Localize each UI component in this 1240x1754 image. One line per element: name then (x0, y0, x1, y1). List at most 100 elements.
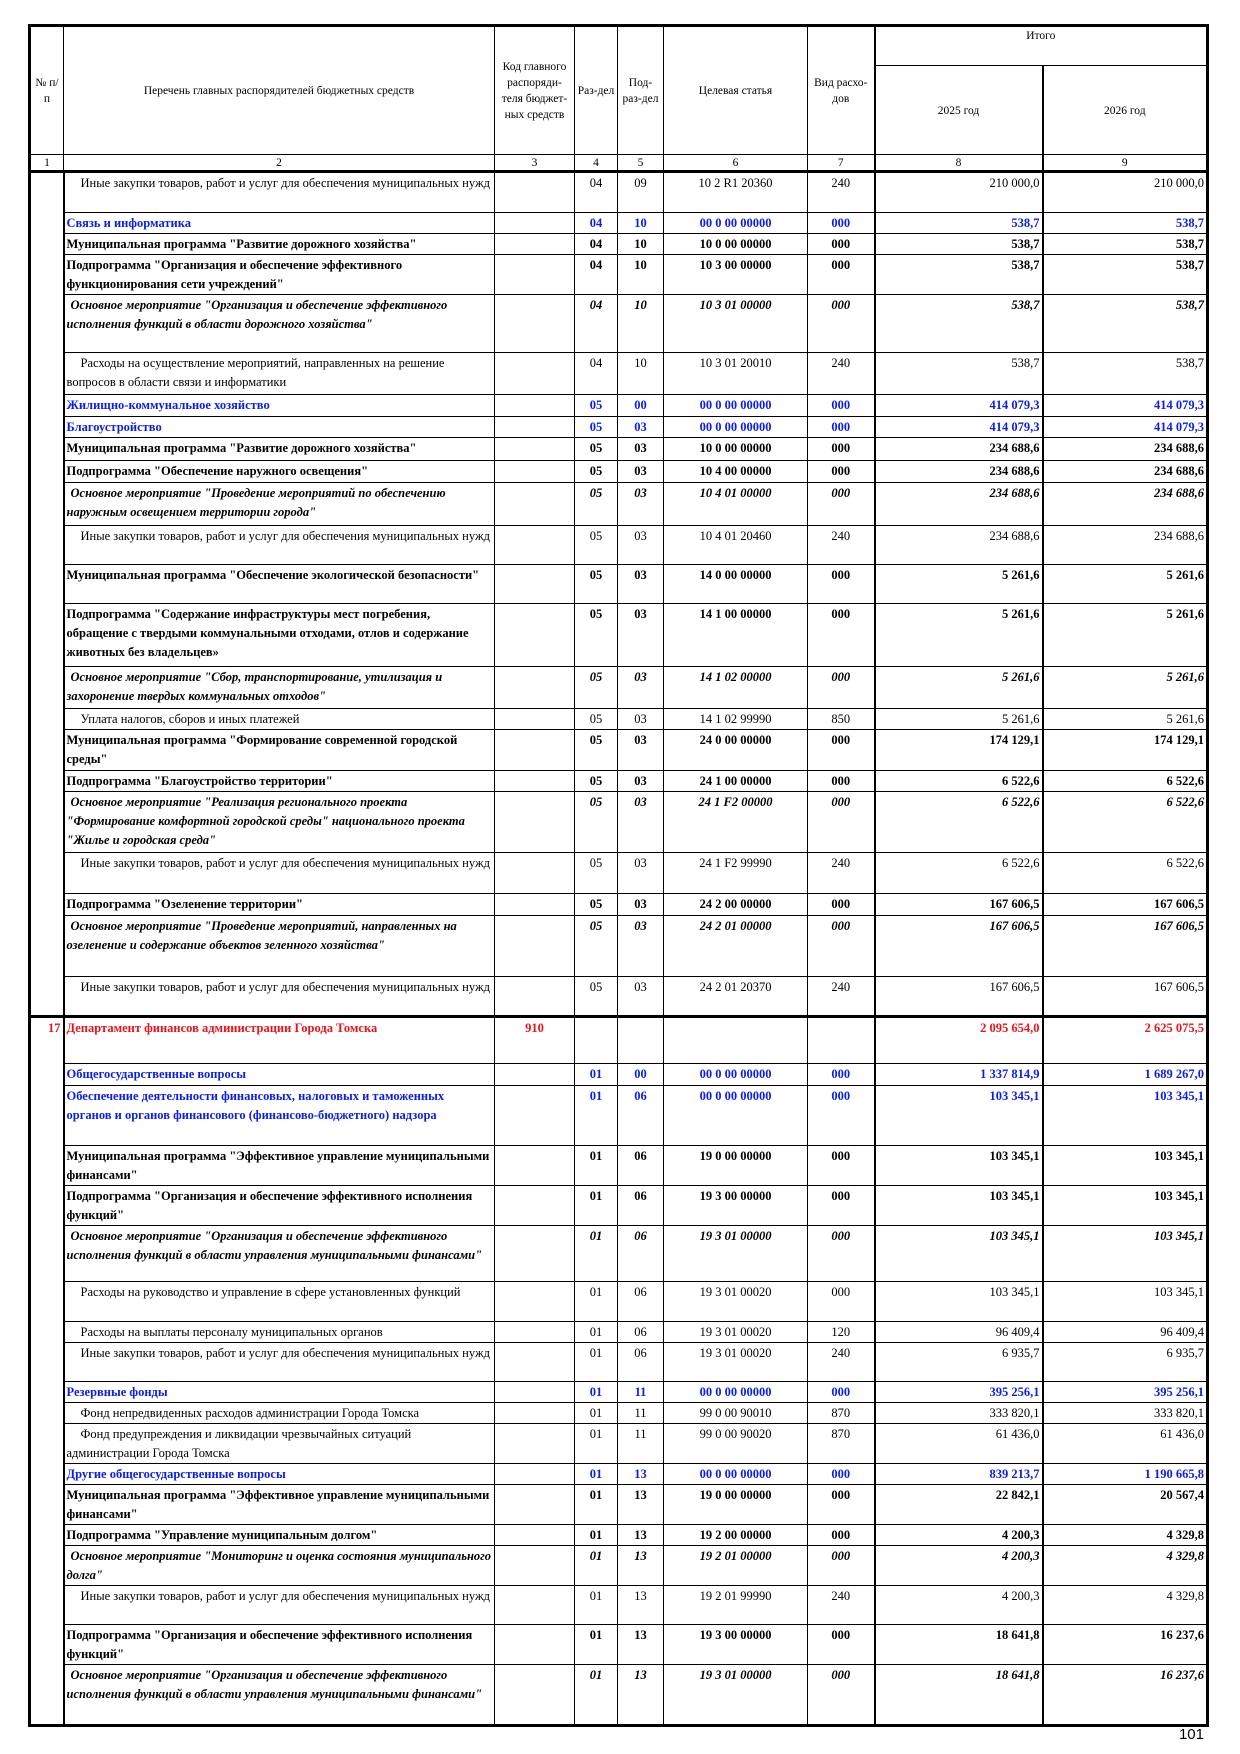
header-2025: 2025 год (874, 65, 1044, 155)
row-number (29, 1585, 65, 1625)
row-code (494, 729, 575, 771)
row-name: Подпрограмма "Организация и обеспечение … (63, 1185, 495, 1226)
row-article: 24 1 F2 00000 (663, 791, 808, 853)
page-number: 101 (1178, 1726, 1204, 1743)
row-amount-2026: 4 329,8 (1041, 1545, 1209, 1586)
row-vid: 120 (807, 1321, 876, 1343)
row-amount-2025: 414 079,3 (874, 416, 1044, 438)
row-podrazdel: 13 (617, 1545, 664, 1586)
row-name: Основное мероприятие "Проведение меропри… (63, 915, 495, 977)
row-number (29, 770, 65, 792)
row-razdel: 05 (574, 852, 618, 894)
row-razdel: 01 (574, 1402, 618, 1424)
row-code (494, 1085, 575, 1146)
row-vid (807, 1015, 876, 1064)
row-razdel: 01 (574, 1484, 618, 1525)
row-article: 19 0 00 00000 (663, 1484, 808, 1525)
row-vid: 000 (807, 254, 876, 295)
table-row: Общегосударственные вопросы 01 00 00 0 00 0… (29, 1063, 1209, 1086)
row-number (29, 666, 65, 709)
row-podrazdel: 03 (617, 525, 664, 565)
row-article: 10 3 00 00000 (663, 254, 808, 295)
row-vid: 240 (807, 171, 876, 213)
row-amount-2026: 174 129,1 (1041, 729, 1209, 771)
row-amount-2025: 5 261,6 (874, 564, 1044, 604)
row-article: 14 1 00 00000 (663, 603, 808, 667)
row-code (494, 852, 575, 894)
row-amount-2025: 4 200,3 (874, 1524, 1044, 1546)
row-amount-2026: 6 522,6 (1041, 791, 1209, 853)
row-code (494, 1185, 575, 1226)
row-vid: 000 (807, 1664, 876, 1726)
row-amount-2026: 1 190 665,8 (1041, 1463, 1209, 1485)
row-razdel: 01 (574, 1545, 618, 1586)
row-number: 17 (29, 1015, 65, 1064)
row-code (494, 564, 575, 604)
row-code (494, 1381, 575, 1403)
row-article: 24 2 00 00000 (663, 893, 808, 916)
row-razdel: 01 (574, 1463, 618, 1485)
row-amount-2026: 538,7 (1041, 294, 1209, 353)
row-amount-2025: 839 213,7 (874, 1463, 1044, 1485)
row-code (494, 482, 575, 526)
row-amount-2026: 414 079,3 (1041, 394, 1209, 417)
row-code (494, 708, 575, 730)
row-amount-2026: 6 935,7 (1041, 1342, 1209, 1382)
table-row: Связь и информатика 04 10 00 0 00 00000 000 5… (29, 212, 1209, 234)
table-row: Основное мероприятие "Организация и обес… (29, 1664, 1209, 1726)
row-name: Фонд предупреждения и ликвидации чрезвыч… (63, 1423, 495, 1464)
row-code (494, 437, 575, 461)
row-number (29, 233, 65, 255)
table-row: Благоустройство 05 03 00 0 00 00000 000 414 0… (29, 416, 1209, 438)
table-row: Муниципальная программа "Развитие дорожн… (29, 233, 1209, 255)
row-razdel: 05 (574, 770, 618, 792)
row-razdel: 01 (574, 1664, 618, 1726)
row-name: Другие общегосударственные вопросы (63, 1463, 495, 1485)
row-amount-2025: 414 079,3 (874, 394, 1044, 417)
header-article: Целевая статья (663, 25, 808, 155)
row-code (494, 525, 575, 565)
row-number (29, 1225, 65, 1282)
row-vid: 000 (807, 1463, 876, 1485)
row-amount-2025: 395 256,1 (874, 1381, 1044, 1403)
row-number (29, 1545, 65, 1586)
row-article: 10 3 01 20010 (663, 352, 808, 395)
column-number: 6 (663, 154, 808, 173)
row-amount-2026: 5 261,6 (1041, 666, 1209, 709)
table-row: Подпрограмма "Организация и обеспечение … (29, 1624, 1209, 1665)
header-name: Перечень главных распорядителей бюджетны… (63, 25, 495, 155)
row-podrazdel: 13 (617, 1463, 664, 1485)
table-row: Муниципальная программа "Обеспечение эко… (29, 564, 1209, 604)
row-name: Основное мероприятие "Проведение меропри… (63, 482, 495, 526)
row-amount-2026: 20 567,4 (1041, 1484, 1209, 1525)
row-article: 19 3 01 00020 (663, 1342, 808, 1382)
row-podrazdel: 03 (617, 791, 664, 853)
row-podrazdel: 13 (617, 1585, 664, 1625)
row-vid: 000 (807, 1381, 876, 1403)
row-podrazdel: 11 (617, 1381, 664, 1403)
row-code (494, 603, 575, 667)
row-article: 19 3 00 00000 (663, 1624, 808, 1665)
row-article: 24 2 01 20370 (663, 976, 808, 1017)
row-amount-2025: 210 000,0 (874, 171, 1044, 213)
row-podrazdel: 03 (617, 460, 664, 483)
row-amount-2025: 2 095 654,0 (874, 1015, 1044, 1064)
row-vid: 000 (807, 394, 876, 417)
row-amount-2025: 5 261,6 (874, 708, 1044, 730)
row-amount-2026: 6 522,6 (1041, 770, 1209, 792)
row-amount-2026: 414 079,3 (1041, 416, 1209, 438)
row-number (29, 482, 65, 526)
row-amount-2025: 6 522,6 (874, 770, 1044, 792)
row-razdel: 04 (574, 171, 618, 213)
row-amount-2026: 5 261,6 (1041, 564, 1209, 604)
row-code (494, 791, 575, 853)
row-vid: 000 (807, 437, 876, 461)
row-name: Связь и информатика (63, 212, 495, 234)
row-vid: 240 (807, 976, 876, 1017)
table-row: Уплата налогов, сборов и иных платежей 05… (29, 708, 1209, 730)
row-number (29, 1624, 65, 1665)
row-amount-2025: 234 688,6 (874, 525, 1044, 565)
row-article: 19 3 01 00020 (663, 1321, 808, 1343)
header-number: № п/п (29, 25, 64, 155)
row-vid: 000 (807, 460, 876, 483)
